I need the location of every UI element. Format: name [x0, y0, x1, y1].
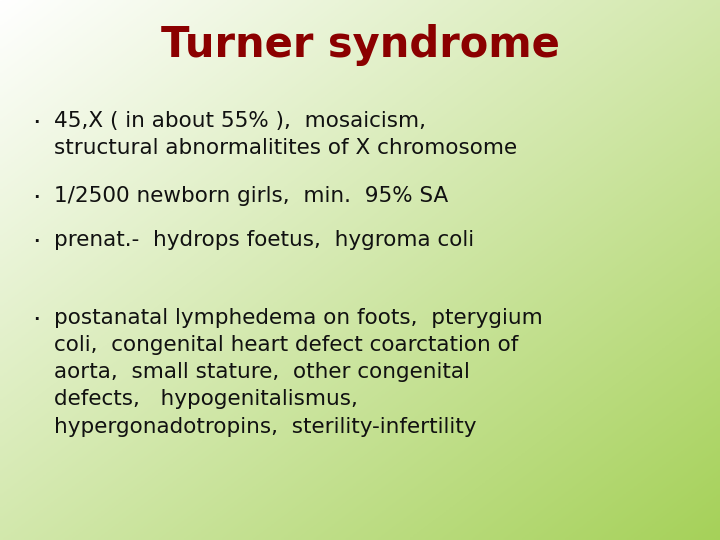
- Text: 1/2500 newborn girls,  min.  95% SA: 1/2500 newborn girls, min. 95% SA: [54, 186, 449, 206]
- Text: ·: ·: [32, 308, 41, 334]
- Text: 45,X ( in about 55% ),  mosaicism,
structural abnormalitites of X chromosome: 45,X ( in about 55% ), mosaicism, struct…: [54, 111, 517, 158]
- Text: postanatal lymphedema on foots,  pterygium
coli,  congenital heart defect coarct: postanatal lymphedema on foots, pterygiu…: [54, 308, 543, 437]
- Text: ·: ·: [32, 111, 41, 137]
- Text: ·: ·: [32, 230, 41, 255]
- Text: Turner syndrome: Turner syndrome: [161, 24, 559, 66]
- Text: prenat.-  hydrops foetus,  hygroma coli: prenat.- hydrops foetus, hygroma coli: [54, 230, 474, 249]
- Text: ·: ·: [32, 186, 41, 212]
